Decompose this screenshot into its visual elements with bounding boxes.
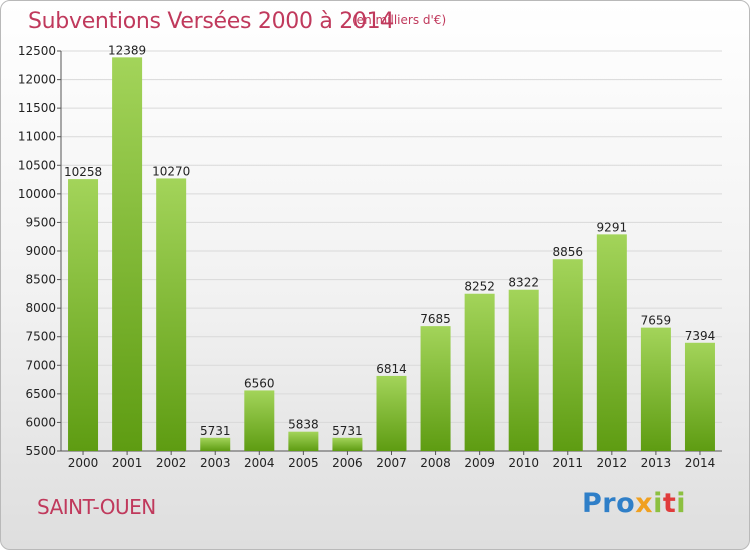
bar — [596, 234, 627, 451]
y-tick-label: 10000 — [18, 187, 56, 201]
x-tick-labels: 2000 2001 2002 2003 2004 2005 2006 2007 2008 2009… — [68, 456, 715, 470]
bar — [552, 259, 583, 451]
y-tick-label: 11500 — [18, 101, 56, 115]
bar — [684, 342, 715, 451]
x-tick-label: 2001 — [112, 456, 143, 470]
value-label: 7685 — [420, 312, 451, 326]
bar — [376, 375, 407, 451]
value-label: 8252 — [464, 280, 495, 294]
value-label: 7659 — [641, 314, 672, 328]
value-label: 5838 — [288, 418, 319, 432]
value-label: 9291 — [597, 220, 628, 234]
commune-name: SAINT-OUEN — [37, 495, 156, 519]
value-label: 10270 — [152, 164, 190, 178]
x-tick-label: 2004 — [244, 456, 275, 470]
value-label: 6560 — [244, 376, 275, 390]
y-tick-labels: 5500 6000 6500 7000 7500 8000 8500 9000 9500 1000… — [18, 44, 56, 458]
bar — [332, 437, 363, 451]
y-tick-label: 12000 — [18, 73, 56, 87]
x-tick-label: 2002 — [156, 456, 187, 470]
bar — [244, 390, 275, 451]
y-tick-label: 8500 — [25, 273, 56, 287]
y-tick-label: 8000 — [25, 301, 56, 315]
bar — [508, 289, 539, 451]
value-label: 8322 — [508, 276, 539, 290]
chart-title: Subventions Versées 2000 à 2014 — [28, 9, 395, 34]
bar — [156, 178, 187, 451]
x-tick-label: 2007 — [376, 456, 407, 470]
y-tick-label: 7000 — [25, 358, 56, 372]
bar — [200, 437, 231, 451]
y-tick-label: 10500 — [18, 158, 56, 172]
proxiti-logo[interactable]: Proxiti — [582, 488, 687, 519]
bar — [640, 327, 671, 451]
x-tick-label: 2006 — [332, 456, 363, 470]
x-tick-label: 2009 — [464, 456, 495, 470]
bar — [68, 179, 99, 451]
value-label: 10258 — [64, 165, 102, 179]
y-tick-label: 6500 — [25, 387, 56, 401]
value-label: 7394 — [685, 329, 716, 343]
value-label: 5731 — [332, 424, 363, 438]
bar — [288, 431, 319, 451]
chart-subtitle: (en milliers d'€) — [352, 13, 447, 27]
x-tick-label: 2003 — [200, 456, 231, 470]
x-tick-label: 2012 — [597, 456, 628, 470]
value-labels: 10258 12389 10270 5731 6560 5838 5731 6814 7685 8… — [64, 43, 715, 437]
x-tick-label: 2011 — [552, 456, 583, 470]
value-label: 12389 — [108, 43, 146, 57]
y-tick-label: 9500 — [25, 215, 56, 229]
y-tick-label: 7500 — [25, 330, 56, 344]
bar — [420, 326, 451, 451]
x-tick-label: 2005 — [288, 456, 319, 470]
y-tick-label: 11000 — [18, 130, 56, 144]
bars — [68, 57, 715, 451]
x-tick-label: 2010 — [508, 456, 539, 470]
y-tick-label: 6000 — [25, 415, 56, 429]
bar — [112, 57, 143, 451]
x-tick-label: 2014 — [685, 456, 716, 470]
bar — [464, 293, 495, 451]
value-label: 8856 — [552, 245, 583, 259]
value-label: 5731 — [200, 424, 231, 438]
y-tick-label: 9000 — [25, 244, 56, 258]
y-tick-label: 5500 — [25, 444, 56, 458]
x-tick-label: 2013 — [641, 456, 672, 470]
x-tick-label: 2008 — [420, 456, 451, 470]
y-tick-label: 12500 — [18, 44, 56, 58]
x-tick-label: 2000 — [68, 456, 99, 470]
value-label: 6814 — [376, 362, 407, 376]
